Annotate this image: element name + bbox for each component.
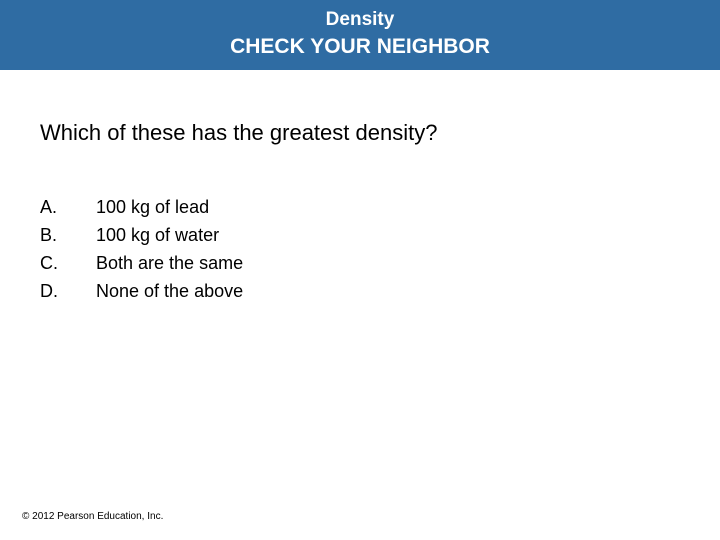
choice-item: B. 100 kg of water <box>40 222 720 250</box>
choice-list: A. 100 kg of lead B. 100 kg of water C. … <box>40 194 720 306</box>
choice-letter: C. <box>40 250 96 278</box>
slide-header: Density CHECK YOUR NEIGHBOR <box>0 0 720 70</box>
choice-item: C. Both are the same <box>40 250 720 278</box>
question-text: Which of these has the greatest density? <box>40 120 720 146</box>
copyright-text: © 2012 Pearson Education, Inc. <box>22 511 163 522</box>
header-subtitle: CHECK YOUR NEIGHBOR <box>0 33 720 60</box>
choice-text: Both are the same <box>96 250 243 278</box>
choice-text: None of the above <box>96 278 243 306</box>
choice-item: D. None of the above <box>40 278 720 306</box>
choice-text: 100 kg of water <box>96 222 219 250</box>
choice-letter: B. <box>40 222 96 250</box>
choice-letter: A. <box>40 194 96 222</box>
choice-letter: D. <box>40 278 96 306</box>
choice-item: A. 100 kg of lead <box>40 194 720 222</box>
header-topic: Density <box>0 8 720 33</box>
choice-text: 100 kg of lead <box>96 194 209 222</box>
